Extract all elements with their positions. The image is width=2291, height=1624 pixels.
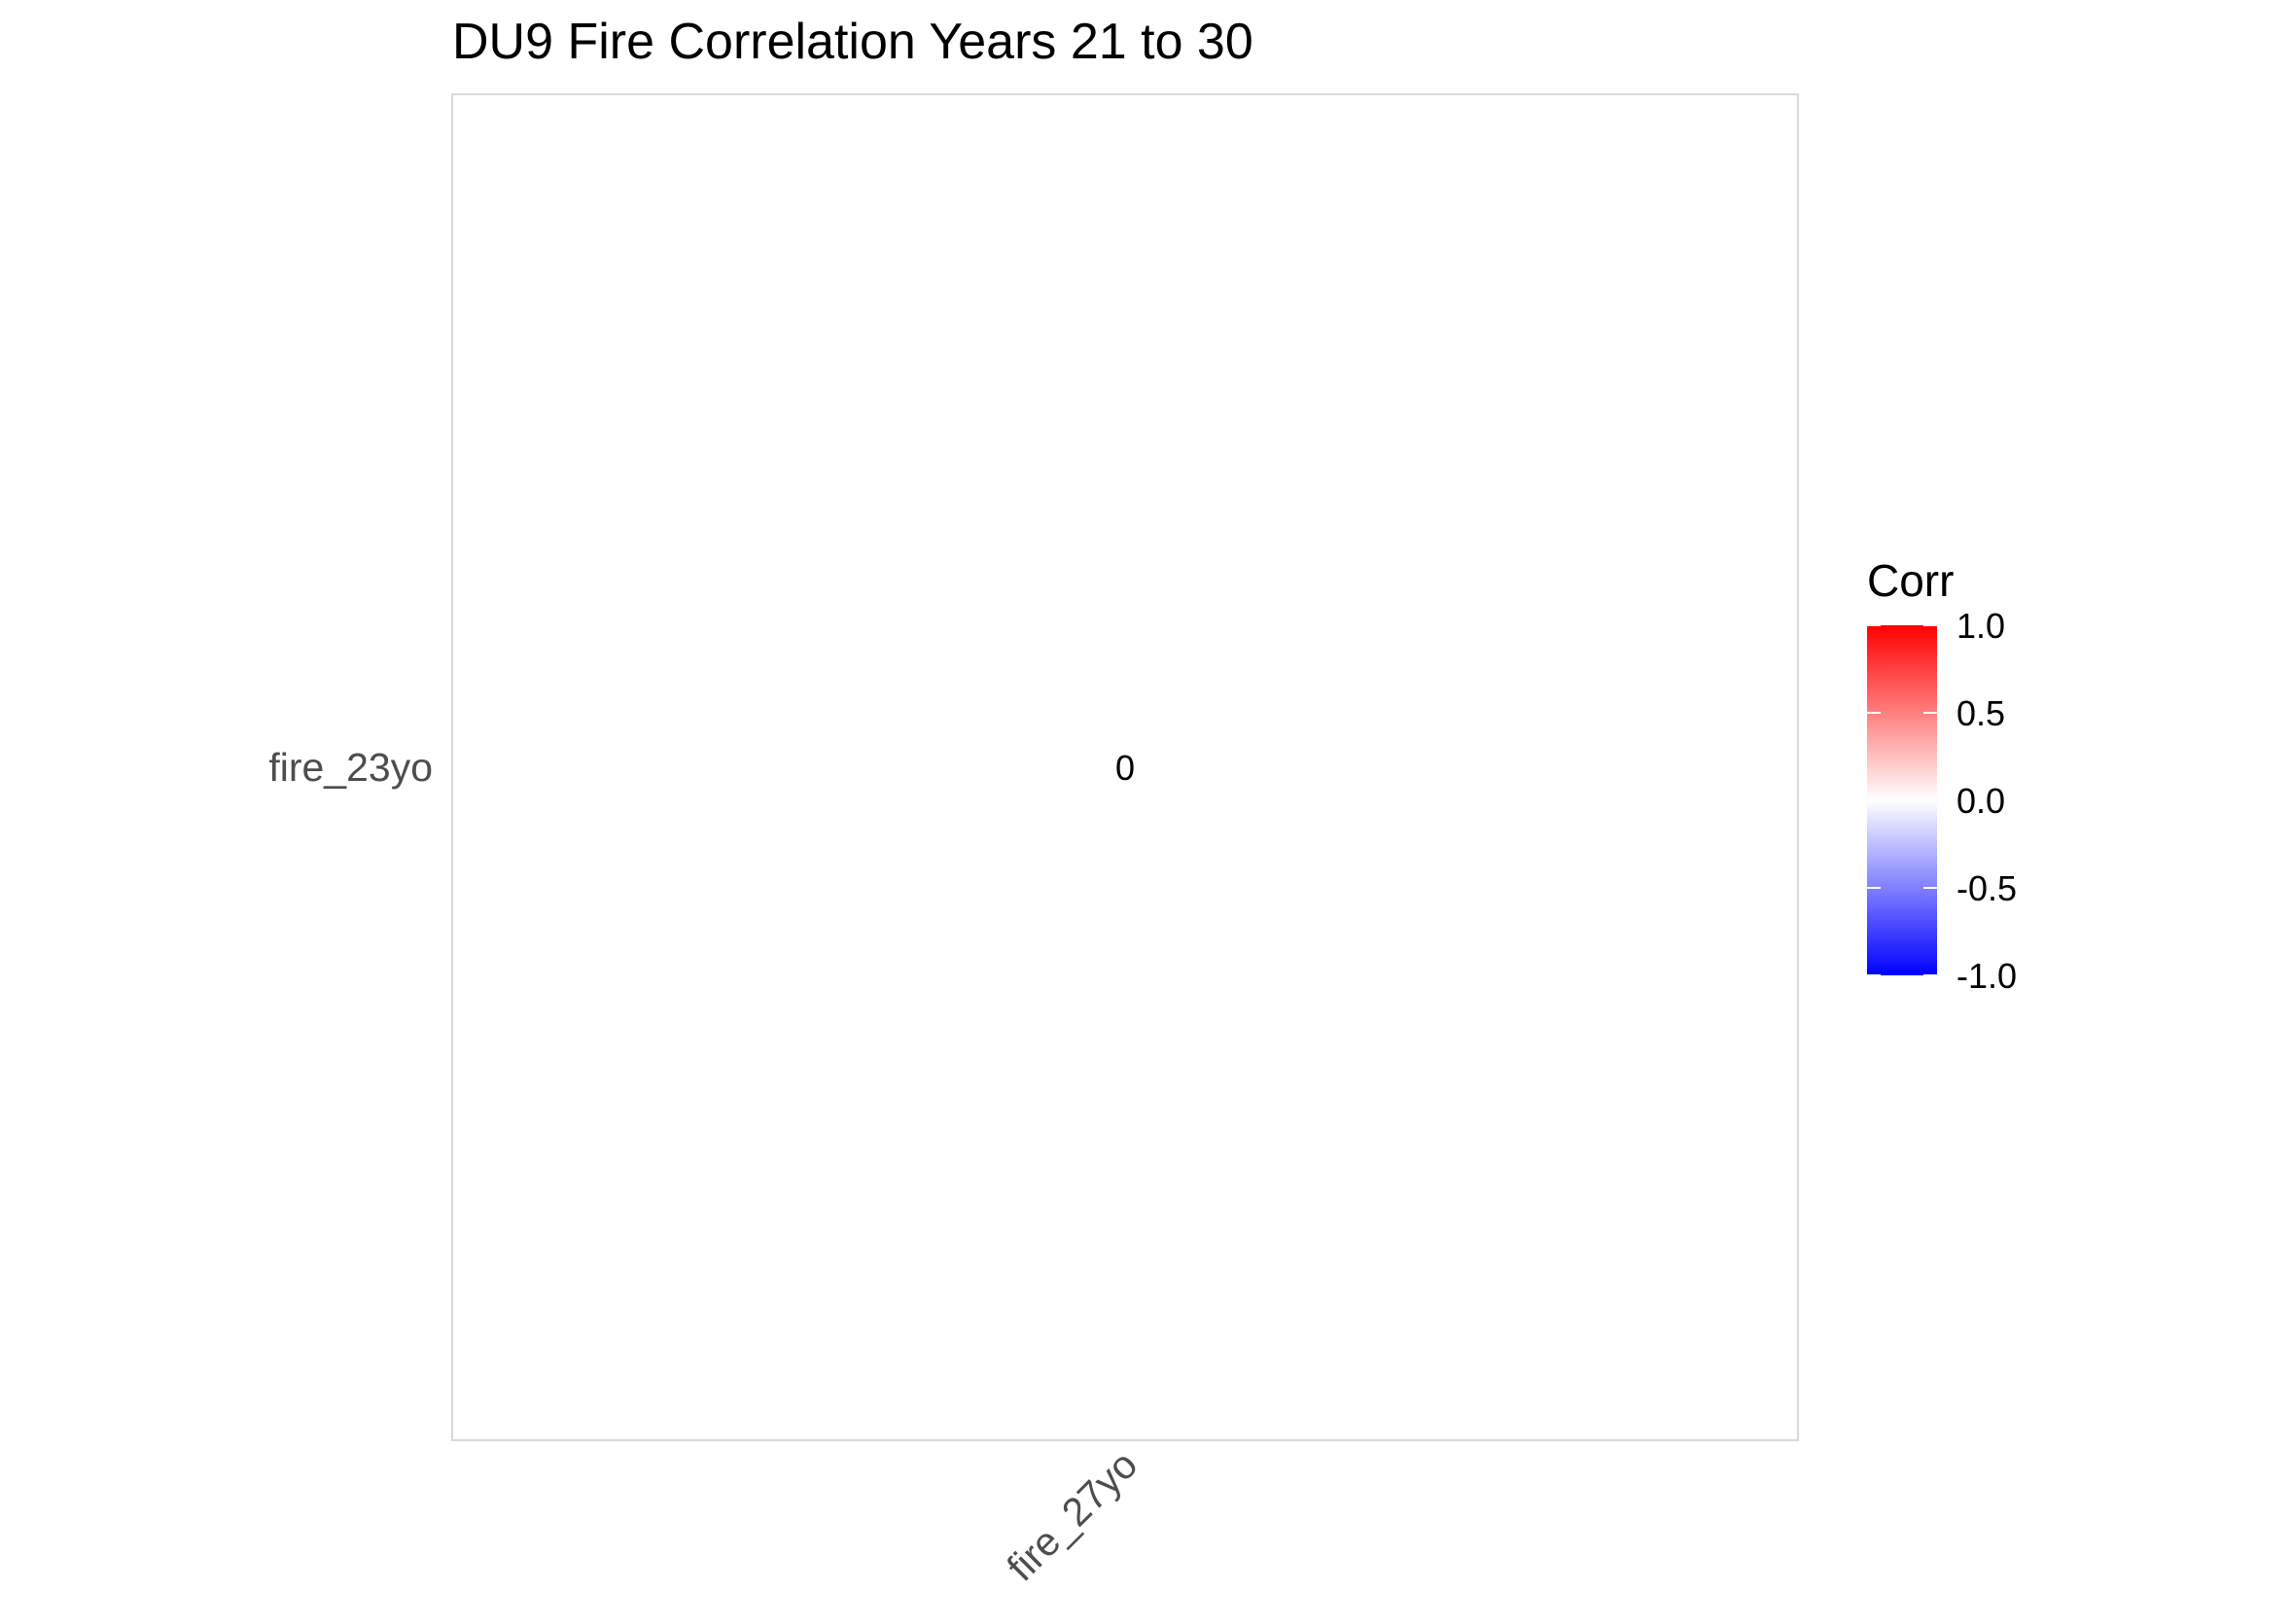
- cell-value-label: 0: [1115, 748, 1135, 788]
- y-axis-tick-label: fire_23yo: [268, 745, 433, 790]
- chart-title: DU9 Fire Correlation Years 21 to 30: [452, 14, 1253, 70]
- legend-tick-label: -1.0: [1956, 956, 2017, 996]
- heatmap-cells: 0: [453, 95, 1797, 1439]
- legend-ticks: 1.0 0.5 0.0 -0.5 -1.0: [1867, 606, 2017, 996]
- x-axis-tick-label: fire_27yo: [999, 1442, 1146, 1590]
- legend-tick-label: 0.5: [1956, 693, 2005, 733]
- legend-title: Corr: [1867, 555, 1954, 606]
- x-axis-tick-labels: fire_27yo: [999, 1442, 1146, 1590]
- legend-tick-label: 1.0: [1956, 606, 2005, 646]
- heatmap-cell: [453, 95, 1797, 1439]
- legend-tick-label: -0.5: [1956, 868, 2017, 908]
- color-legend: Corr 1.0 0.5 0.0 -0.5 -1.0: [1867, 555, 2017, 996]
- y-axis-tick-labels: fire_23yo: [268, 745, 433, 790]
- legend-tick-label: 0.0: [1956, 781, 2005, 821]
